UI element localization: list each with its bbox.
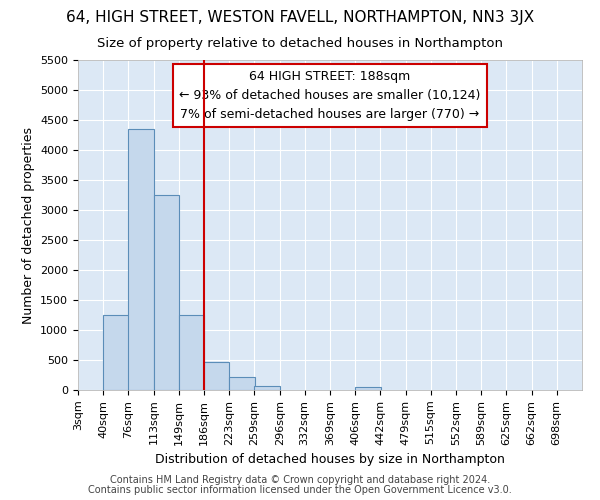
Bar [128,129,154,390]
Text: Size of property relative to detached houses in Northampton: Size of property relative to detached ho… [97,38,503,51]
Text: 64, HIGH STREET, WESTON FAVELL, NORTHAMPTON, NN3 3JX: 64, HIGH STREET, WESTON FAVELL, NORTHAMP… [66,10,534,25]
Bar [179,315,204,390]
X-axis label: Distribution of detached houses by size in Northampton: Distribution of detached houses by size … [155,453,505,466]
Bar [103,315,129,390]
Bar [204,362,229,390]
Text: 64 HIGH STREET: 188sqm
← 93% of detached houses are smaller (10,124)
7% of semi-: 64 HIGH STREET: 188sqm ← 93% of detached… [179,70,481,121]
Bar [229,376,255,390]
Bar [355,387,381,390]
Text: Contains public sector information licensed under the Open Government Licence v3: Contains public sector information licen… [88,485,512,495]
Bar [154,195,179,390]
Text: Contains HM Land Registry data © Crown copyright and database right 2024.: Contains HM Land Registry data © Crown c… [110,475,490,485]
Bar [254,386,280,390]
Y-axis label: Number of detached properties: Number of detached properties [22,126,35,324]
